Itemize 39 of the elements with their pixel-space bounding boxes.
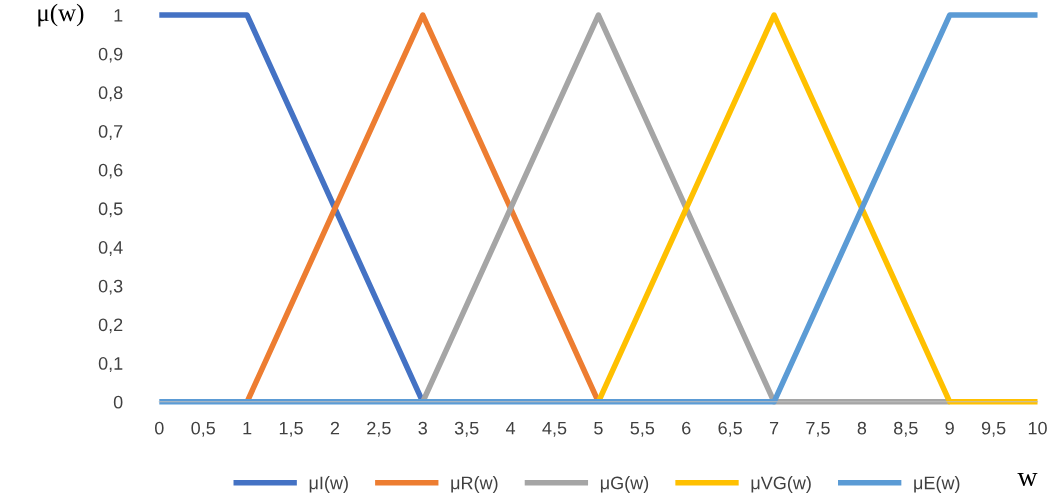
y-tick-label: 0,5 <box>98 202 123 218</box>
x-tick-label: 7 <box>769 421 779 435</box>
x-tick-label: 1,5 <box>279 421 303 437</box>
y-tick-label: 0 <box>113 395 123 409</box>
x-tick-label: 1 <box>243 421 252 435</box>
y-tick-label: 0,7 <box>98 125 123 140</box>
legend-label: μE(w) <box>914 476 960 493</box>
y-tick-label: 0,3 <box>98 279 123 295</box>
legend-label: μR(w) <box>451 476 498 493</box>
x-tick-label: 4,5 <box>542 421 567 437</box>
y-tick-label: 0,9 <box>98 47 123 63</box>
x-tick-label: 5,5 <box>630 421 655 437</box>
legend-label: μG(w) <box>600 476 649 493</box>
y-tick-label: 1 <box>114 9 123 22</box>
x-tick-label: 2 <box>330 421 340 435</box>
y-tick-label: 0,2 <box>98 318 123 334</box>
x-tick-label: 7,5 <box>806 421 830 437</box>
x-tick-label: 4 <box>505 421 516 435</box>
x-tick-label: 3 <box>418 421 427 435</box>
x-tick-label: 0,5 <box>191 421 215 437</box>
x-tick-label: 2,5 <box>367 421 391 437</box>
y-tick-label: 0,8 <box>98 86 123 102</box>
x-tick-label: 9,5 <box>981 421 1006 437</box>
y-tick-label: 0,4 <box>98 241 123 256</box>
x-axis-title: w <box>1017 473 1038 487</box>
x-tick-label: 6 <box>682 421 691 435</box>
x-tick-label: 9 <box>945 421 954 435</box>
x-tick-label: 6,5 <box>718 421 742 437</box>
x-tick-label: 3,5 <box>454 421 479 437</box>
x-tick-label: 8,5 <box>894 421 918 437</box>
x-tick-label: 10 <box>1028 421 1047 435</box>
y-axis-title: μ(w) <box>38 3 84 27</box>
x-tick-label: 0 <box>154 421 164 435</box>
legend-label: μI(w) <box>309 476 348 493</box>
y-tick-label: 0,6 <box>98 163 123 179</box>
y-tick-label: 0,1 <box>98 357 123 372</box>
x-tick-label: 8 <box>857 421 867 435</box>
x-tick-label: 5 <box>594 421 603 435</box>
legend-label: μVG(w) <box>751 476 811 493</box>
